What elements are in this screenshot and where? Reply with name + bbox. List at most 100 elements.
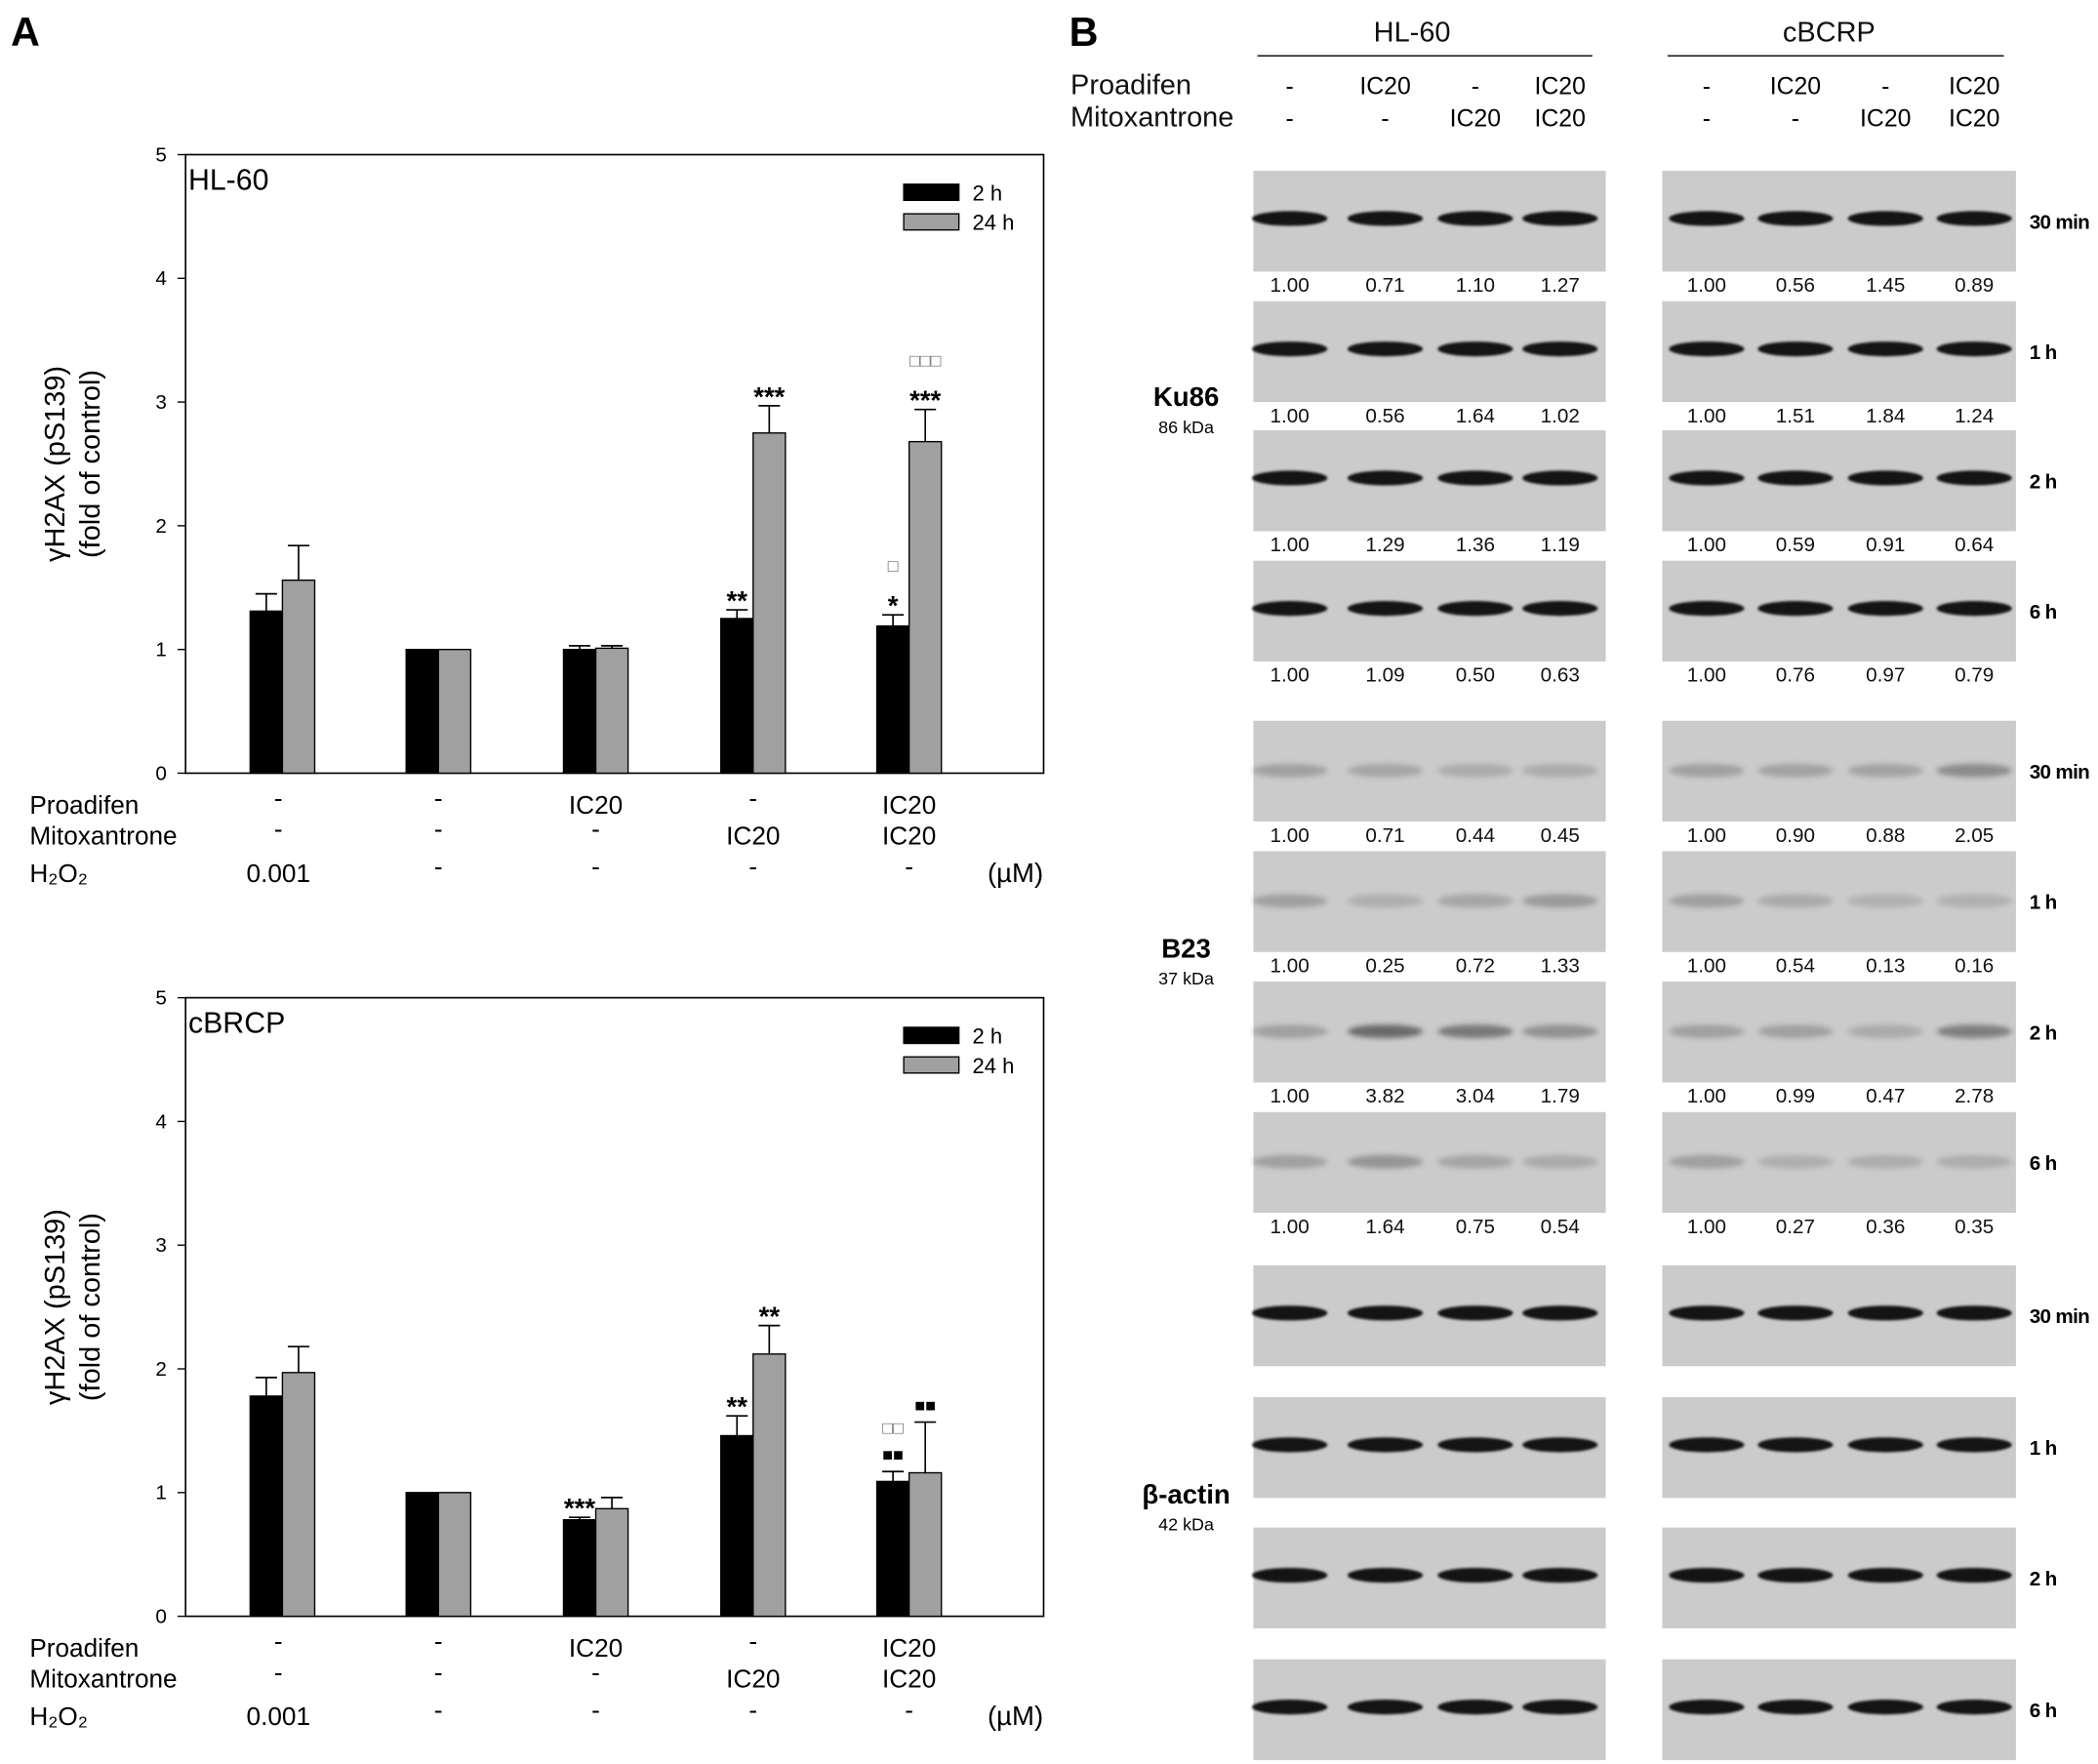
densitometry-value: 1.00 xyxy=(1686,1085,1727,1108)
y-tick-label: 1 xyxy=(155,639,167,662)
densitometry-value: 0.59 xyxy=(1775,534,1816,557)
treatment-value: IC20 xyxy=(569,790,623,820)
protein-band xyxy=(1522,1154,1598,1169)
densitometry-value: 0.72 xyxy=(1455,954,1495,978)
legend-label: 24 h xyxy=(972,211,1014,235)
protein-band xyxy=(1437,763,1513,778)
densitometry-value: 2.05 xyxy=(1955,823,1995,848)
time-point-label: 1 h xyxy=(2029,1436,2058,1461)
protein-band xyxy=(1936,341,2012,356)
densitometry-value: 1.19 xyxy=(1540,534,1580,557)
protein-band xyxy=(1252,1154,1328,1169)
time-point-label: 30 min xyxy=(2029,761,2090,784)
legend-swatch xyxy=(903,183,960,202)
blot-image xyxy=(1252,720,1606,822)
protein-band xyxy=(1252,211,1328,226)
protein-band xyxy=(1437,1305,1513,1321)
treatment-value: - xyxy=(591,852,600,881)
protein-band xyxy=(1347,1436,1424,1452)
treatment-value: - xyxy=(905,852,913,881)
treatment-value: IC20 xyxy=(882,1633,936,1663)
densitometry-value: 0.76 xyxy=(1775,663,1816,687)
protein-band xyxy=(1347,894,1424,908)
protein-band xyxy=(1757,763,1834,778)
densitometry-value: 1.27 xyxy=(1540,274,1580,298)
protein-band xyxy=(1936,1305,2012,1321)
treatment-value: IC20 xyxy=(1534,72,1586,100)
protein-band xyxy=(1847,1024,1923,1038)
densitometry-value: 1.00 xyxy=(1270,1085,1310,1108)
significance-marker: □ xyxy=(888,556,899,576)
bar xyxy=(720,1434,754,1618)
densitometry-value: 1.00 xyxy=(1686,823,1727,848)
bar xyxy=(249,610,284,775)
protein-band xyxy=(1757,1436,1834,1452)
densitometry-value: 0.75 xyxy=(1455,1215,1495,1239)
protein-band xyxy=(1757,1024,1834,1038)
bar xyxy=(405,1492,439,1618)
densitometry-value: 0.63 xyxy=(1540,663,1580,687)
protein-band xyxy=(1847,1305,1923,1321)
cell-line-header: cBCRP xyxy=(1782,17,1876,49)
protein-band xyxy=(1847,1154,1923,1169)
blot-image xyxy=(1252,1111,1606,1214)
protein-band xyxy=(1522,1436,1598,1452)
blot-image xyxy=(1662,560,2016,662)
blot-image xyxy=(1662,720,2016,822)
y-tick-label: 5 xyxy=(155,143,167,166)
treatment-value: - xyxy=(434,783,443,813)
densitometry-value: 0.54 xyxy=(1540,1215,1580,1239)
protein-band xyxy=(1757,1305,1834,1321)
bar xyxy=(908,1471,943,1618)
protein-band xyxy=(1847,763,1923,778)
densitometry-value: 1.29 xyxy=(1365,534,1405,557)
blot-image xyxy=(1252,851,1606,952)
protein-band xyxy=(1847,1699,1923,1714)
densitometry-value: 1.00 xyxy=(1686,534,1727,557)
treatment-value: IC20 xyxy=(882,822,936,851)
protein-band xyxy=(1437,1024,1513,1038)
densitometry-value: 1.00 xyxy=(1270,1215,1310,1239)
protein-band xyxy=(1437,1699,1513,1714)
protein-band xyxy=(1757,211,1834,226)
blot-image xyxy=(1252,1659,1606,1760)
protein-band xyxy=(1252,763,1328,778)
protein-band xyxy=(1437,341,1513,356)
treatment-value: - xyxy=(1285,72,1294,100)
protein-band xyxy=(1936,600,2012,616)
bar xyxy=(437,1492,472,1618)
significance-marker: ■■ xyxy=(914,1396,936,1416)
treatment-row-label: Proadifen xyxy=(29,790,139,820)
significance-marker: ** xyxy=(727,1391,748,1422)
bar xyxy=(437,648,472,775)
densitometry-value: 3.04 xyxy=(1455,1085,1495,1108)
protein-band xyxy=(1847,470,1923,486)
treatment-value: IC20 xyxy=(882,1664,936,1694)
protein-band xyxy=(1252,1699,1328,1714)
blot-image xyxy=(1662,1527,2016,1629)
molecular-weight-label: 37 kDa xyxy=(1158,968,1214,988)
protein-band xyxy=(1522,1305,1598,1321)
time-point-label: 30 min xyxy=(2029,1305,2090,1329)
treatment-value: - xyxy=(274,1658,283,1687)
y-tick-label: 4 xyxy=(155,1110,167,1133)
bar xyxy=(562,648,597,775)
densitometry-value: 1.00 xyxy=(1686,663,1727,687)
treatment-value: IC20 xyxy=(1769,72,1822,100)
treatment-value: IC20 xyxy=(1359,72,1411,100)
densitometry-value: 0.16 xyxy=(1955,954,1995,978)
significance-marker: ** xyxy=(759,1302,781,1332)
molecular-weight-label: 86 kDa xyxy=(1158,417,1214,437)
blot-image xyxy=(1662,430,2016,532)
protein-band xyxy=(1252,894,1328,908)
protein-band xyxy=(1437,211,1513,226)
treatment-value: - xyxy=(1285,104,1294,133)
protein-band xyxy=(1347,341,1424,356)
protein-band xyxy=(1847,211,1923,226)
protein-band xyxy=(1522,341,1598,356)
significance-marker: *** xyxy=(564,1493,595,1523)
molecular-weight-label: 42 kDa xyxy=(1158,1513,1214,1535)
densitometry-value: 1.51 xyxy=(1775,404,1816,427)
blot-image xyxy=(1662,851,2016,952)
protein-band xyxy=(1847,894,1923,908)
